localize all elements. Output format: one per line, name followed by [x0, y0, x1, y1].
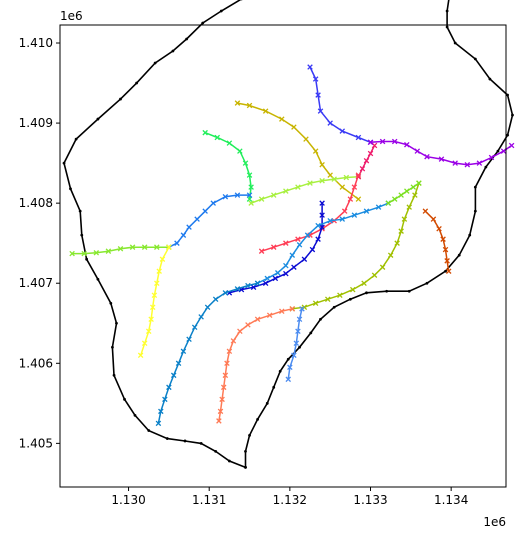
boundary-point-25	[185, 38, 188, 41]
boundary-point-43	[454, 42, 457, 45]
y-axis: 1.405 1.406 1.407 1.408 1.409 1.410	[19, 36, 60, 450]
boundary-point-45	[488, 78, 491, 81]
boundary-point-7	[134, 414, 137, 417]
boundary-point-5	[166, 437, 169, 440]
boundary-point-18	[63, 162, 66, 165]
boundary-point-50	[484, 166, 487, 169]
boundary-point-52	[474, 210, 477, 213]
boundary-point-53	[468, 234, 471, 237]
boundary-point-57	[408, 290, 411, 293]
boundary-point-63	[309, 331, 312, 334]
boundary-point-11	[115, 322, 118, 325]
boundary-point-65	[287, 358, 290, 361]
y-tick-label-1: 1.406	[19, 356, 53, 370]
y-tick-label-2: 1.407	[19, 276, 53, 290]
boundary-point-24	[172, 50, 175, 53]
boundary-point-66	[279, 370, 282, 373]
boundary-point-27	[220, 10, 223, 13]
x-tick-label-2: 1.132	[273, 493, 307, 507]
boundary-point-21	[119, 98, 122, 101]
boundary-point-72	[244, 466, 247, 469]
boundary-point-69	[256, 418, 259, 421]
boundary-point-49	[497, 150, 500, 153]
boundary-point-71	[244, 450, 247, 453]
x-tick-label-3: 1.133	[353, 493, 387, 507]
boundary-point-70	[248, 434, 251, 437]
boundary-point-68	[266, 402, 269, 405]
boundary-point-23	[154, 62, 157, 65]
boundary-point-20	[97, 118, 100, 121]
y-tick-label-5: 1.410	[19, 36, 53, 50]
boundary-point-55	[444, 270, 447, 273]
boundary-point-4	[184, 440, 187, 443]
boundary-point-19	[75, 138, 78, 141]
boundary-point-15	[80, 234, 83, 237]
boundary-point-3	[200, 442, 203, 445]
boundary-point-47	[511, 114, 514, 117]
boundary-point-9	[113, 374, 116, 377]
boundary-point-58	[385, 290, 388, 293]
stream-point-5-12	[509, 143, 514, 148]
y-tick-label-3: 1.408	[19, 196, 53, 210]
x-axis: 1.130 1.131 1.132 1.133 1.134	[111, 487, 468, 507]
x-tick-label-0: 1.130	[111, 493, 145, 507]
boundary-point-41	[446, 10, 449, 13]
boundary-point-61	[333, 306, 336, 309]
plot-background	[60, 25, 506, 487]
boundary-point-14	[85, 258, 88, 261]
boundary-point-2	[214, 450, 217, 453]
boundary-point-26	[201, 22, 204, 25]
x-tick-label-1: 1.131	[192, 493, 226, 507]
boundary-point-59	[365, 291, 368, 294]
boundary-point-1	[228, 460, 231, 463]
boundary-point-51	[474, 186, 477, 189]
boundary-point-54	[458, 254, 461, 257]
boundary-point-44	[474, 58, 477, 61]
boundary-point-10	[111, 346, 114, 349]
boundary-point-16	[79, 210, 82, 213]
boundary-point-13	[97, 278, 100, 281]
boundary-point-17	[69, 187, 72, 190]
x-tick-label-4: 1.134	[434, 493, 468, 507]
boundary-point-8	[123, 398, 126, 401]
y-tick-label-0: 1.405	[19, 436, 53, 450]
boundary-point-48	[506, 134, 509, 137]
boundary-point-6	[147, 429, 150, 432]
x-offset-label: 1e6	[483, 515, 506, 529]
boundary-point-42	[446, 26, 449, 29]
boundary-point-22	[135, 82, 138, 85]
boundary-point-62	[319, 318, 322, 321]
boundary-point-60	[349, 298, 352, 301]
boundary-point-12	[109, 302, 112, 305]
boundary-point-64	[298, 346, 301, 349]
boundary-point-67	[272, 386, 275, 389]
boundary-point-56	[426, 282, 429, 285]
y-offset-label: 1e6	[60, 9, 83, 23]
y-tick-label-4: 1.409	[19, 116, 53, 130]
boundary-point-46	[506, 94, 509, 97]
